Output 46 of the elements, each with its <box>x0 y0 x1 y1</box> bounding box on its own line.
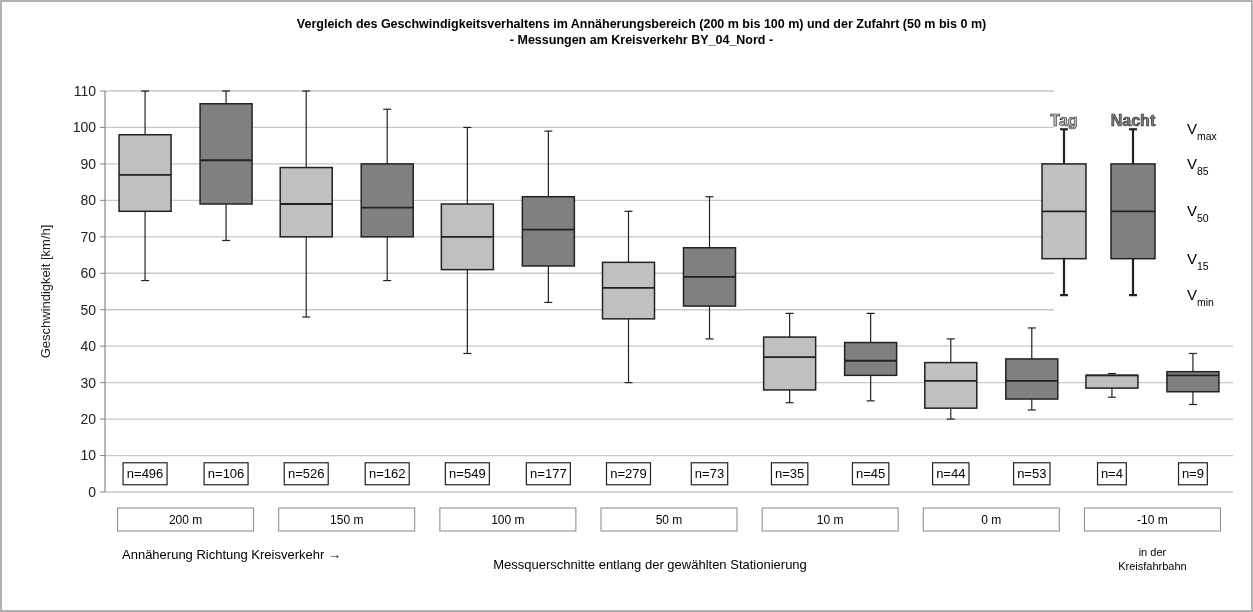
text: Tag <box>1050 112 1078 129</box>
y-tick-label: 100 <box>72 119 97 136</box>
y-tick-label: 10 <box>80 447 97 464</box>
x-tick-label: 0 m <box>981 513 1002 528</box>
y-tick-label: 80 <box>80 192 97 209</box>
annotation: n=177 <box>530 466 567 482</box>
y-axis-title: Geschwindigkeit [km/h] <box>38 224 53 359</box>
y-tick-label: 60 <box>80 265 97 282</box>
y-tick-label: 110 <box>73 82 97 99</box>
annotation: n=73 <box>694 466 725 482</box>
y-tick-label: 50 <box>80 301 97 318</box>
annotation: V$_{50}$ <box>1187 202 1209 225</box>
annotation: n=4 <box>1100 466 1123 482</box>
annotation: n=44 <box>936 466 966 482</box>
annotation: n=162 <box>368 466 406 482</box>
annotation: V$_{85}$ <box>1187 154 1209 177</box>
x-tick-label: 10 m <box>816 513 844 528</box>
annotation: n=53 <box>1017 466 1047 482</box>
annotation: n=496 <box>126 466 164 482</box>
x-tick-label: -10 m <box>1137 513 1168 528</box>
annotation: n=549 <box>449 466 486 482</box>
text: Annäherung Richtung Kreisverkehr → <box>122 547 341 562</box>
annotation: V$_{min}$ <box>1187 286 1215 309</box>
text: Messquerschnitte entlang der gewählten Stationierung <box>493 557 807 572</box>
annotation: n=279 <box>610 466 647 482</box>
text: Nacht <box>1110 112 1156 129</box>
x-tick-label: 50 m <box>655 513 683 528</box>
y-tick-label: 70 <box>80 228 97 245</box>
y-tick-label: 20 <box>80 410 97 427</box>
annotation: n=45 <box>855 466 886 482</box>
annotation: V$_{max}$ <box>1187 120 1218 143</box>
y-tick-label: 40 <box>80 338 97 355</box>
x-tick-label: 100 m <box>491 513 525 528</box>
y-tick-label: 0 <box>88 483 97 500</box>
annotation: n=106 <box>207 466 245 482</box>
x-tick-label: 200 m <box>168 513 203 528</box>
annotation: V$_{15}$ <box>1187 249 1209 272</box>
y-tick-label: 30 <box>80 374 97 391</box>
annotation: n=9 <box>1181 466 1204 482</box>
annotation: n=526 <box>287 466 325 482</box>
text: in der Kreisfahrbahn <box>1118 546 1187 572</box>
annotation: n=35 <box>774 466 805 482</box>
x-tick-label: 150 m <box>330 513 364 528</box>
chart-title: Vergleich des Geschwindigkeitsverhaltens im Annäherungsbereich (200 m bis 100 m) und der Zufahrt (50 m bis 0 m) <box>296 17 987 31</box>
y-tick-label: 90 <box>80 155 97 172</box>
chart-subtitle: - Messungen am Kreisverkehr BY_04_Nord - <box>509 33 774 47</box>
